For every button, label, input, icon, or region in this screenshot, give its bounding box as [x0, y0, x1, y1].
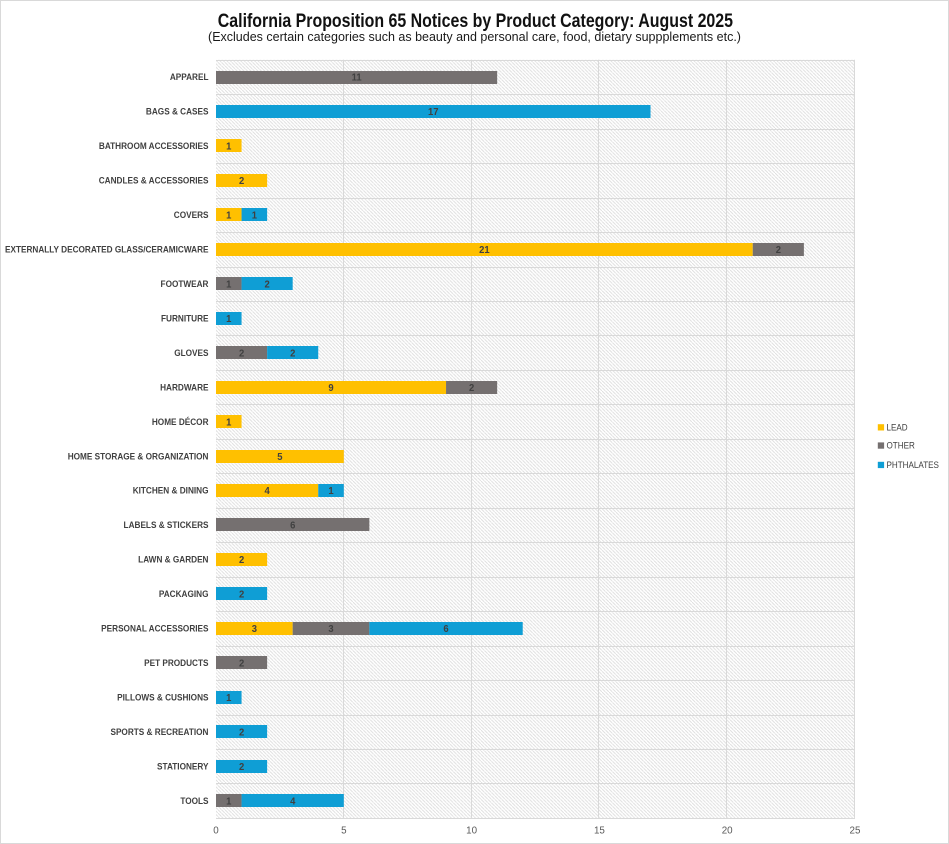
svg-text:KITCHEN & DINING: KITCHEN & DINING	[133, 485, 209, 495]
svg-text:2: 2	[239, 176, 245, 188]
svg-text:2: 2	[776, 245, 782, 257]
svg-text:6: 6	[290, 520, 296, 532]
svg-text:California Proposition 65 Noti: California Proposition 65 Notices by Pro…	[218, 10, 733, 32]
svg-text:11: 11	[352, 72, 362, 84]
svg-text:1: 1	[226, 141, 232, 153]
svg-text:PILLOWS & CUSHIONS: PILLOWS & CUSHIONS	[117, 692, 209, 702]
svg-text:EXTERNALLY DECORATED GLASS/CER: EXTERNALLY DECORATED GLASS/CERAMICWARE	[5, 244, 209, 254]
svg-text:2: 2	[239, 658, 245, 670]
svg-text:2: 2	[239, 555, 245, 567]
svg-text:25: 25	[850, 826, 861, 837]
svg-text:5: 5	[277, 451, 283, 463]
svg-text:20: 20	[722, 826, 733, 837]
svg-text:10: 10	[466, 826, 477, 837]
svg-text:GLOVES: GLOVES	[174, 348, 208, 358]
svg-text:1: 1	[226, 796, 232, 808]
svg-text:2: 2	[239, 762, 245, 774]
svg-text:1: 1	[252, 210, 258, 222]
svg-text:1: 1	[328, 486, 334, 498]
svg-text:1: 1	[226, 210, 232, 222]
svg-text:5: 5	[341, 826, 347, 837]
svg-text:4: 4	[290, 796, 296, 808]
svg-text:OTHER: OTHER	[887, 440, 915, 451]
svg-text:BATHROOM ACCESSORIES: BATHROOM ACCESSORIES	[99, 141, 209, 151]
svg-text:CANDLES & ACCESSORIES: CANDLES & ACCESSORIES	[99, 175, 209, 185]
svg-text:1: 1	[226, 279, 232, 291]
svg-text:PET PRODUCTS: PET PRODUCTS	[144, 658, 209, 668]
svg-text:4: 4	[264, 486, 270, 498]
svg-text:TOOLS: TOOLS	[180, 796, 208, 806]
svg-text:FURNITURE: FURNITURE	[161, 313, 209, 323]
svg-text:PERSONAL ACCESSORIES: PERSONAL ACCESSORIES	[101, 623, 209, 633]
svg-text:0: 0	[213, 826, 219, 837]
svg-text:3: 3	[252, 624, 258, 636]
svg-text:1: 1	[226, 417, 232, 429]
svg-text:COVERS: COVERS	[174, 210, 209, 220]
svg-text:1: 1	[226, 693, 232, 705]
svg-text:3: 3	[328, 624, 334, 636]
svg-text:2: 2	[239, 589, 245, 601]
svg-text:LABELS & STICKERS: LABELS & STICKERS	[124, 520, 209, 530]
svg-text:2: 2	[239, 348, 245, 360]
svg-text:HARDWARE: HARDWARE	[160, 382, 209, 392]
svg-text:HOME STORAGE & ORGANIZATION: HOME STORAGE & ORGANIZATION	[68, 451, 209, 461]
svg-text:2: 2	[469, 382, 475, 394]
svg-text:SPORTS & RECREATION: SPORTS & RECREATION	[110, 727, 208, 737]
svg-text:PACKAGING: PACKAGING	[159, 589, 209, 599]
svg-text:21: 21	[479, 245, 490, 257]
svg-text:2: 2	[290, 348, 296, 360]
svg-text:(Excludes certain categories s: (Excludes certain categories such as bea…	[208, 30, 741, 44]
svg-text:2: 2	[264, 279, 270, 291]
svg-text:2: 2	[239, 727, 245, 739]
svg-text:PHTHALATES: PHTHALATES	[887, 460, 940, 471]
svg-text:6: 6	[443, 624, 449, 636]
svg-text:LAWN & GARDEN: LAWN & GARDEN	[138, 554, 208, 564]
svg-text:17: 17	[428, 107, 439, 119]
svg-text:1: 1	[226, 314, 232, 326]
svg-text:LEAD: LEAD	[887, 422, 908, 433]
svg-text:9: 9	[328, 382, 334, 394]
svg-text:APPAREL: APPAREL	[170, 72, 209, 82]
svg-text:FOOTWEAR: FOOTWEAR	[161, 279, 210, 289]
svg-text:15: 15	[594, 826, 605, 837]
svg-text:BAGS & CASES: BAGS & CASES	[146, 106, 209, 116]
svg-text:HOME DÉCOR: HOME DÉCOR	[152, 415, 209, 426]
svg-text:STATIONERY: STATIONERY	[157, 761, 209, 771]
